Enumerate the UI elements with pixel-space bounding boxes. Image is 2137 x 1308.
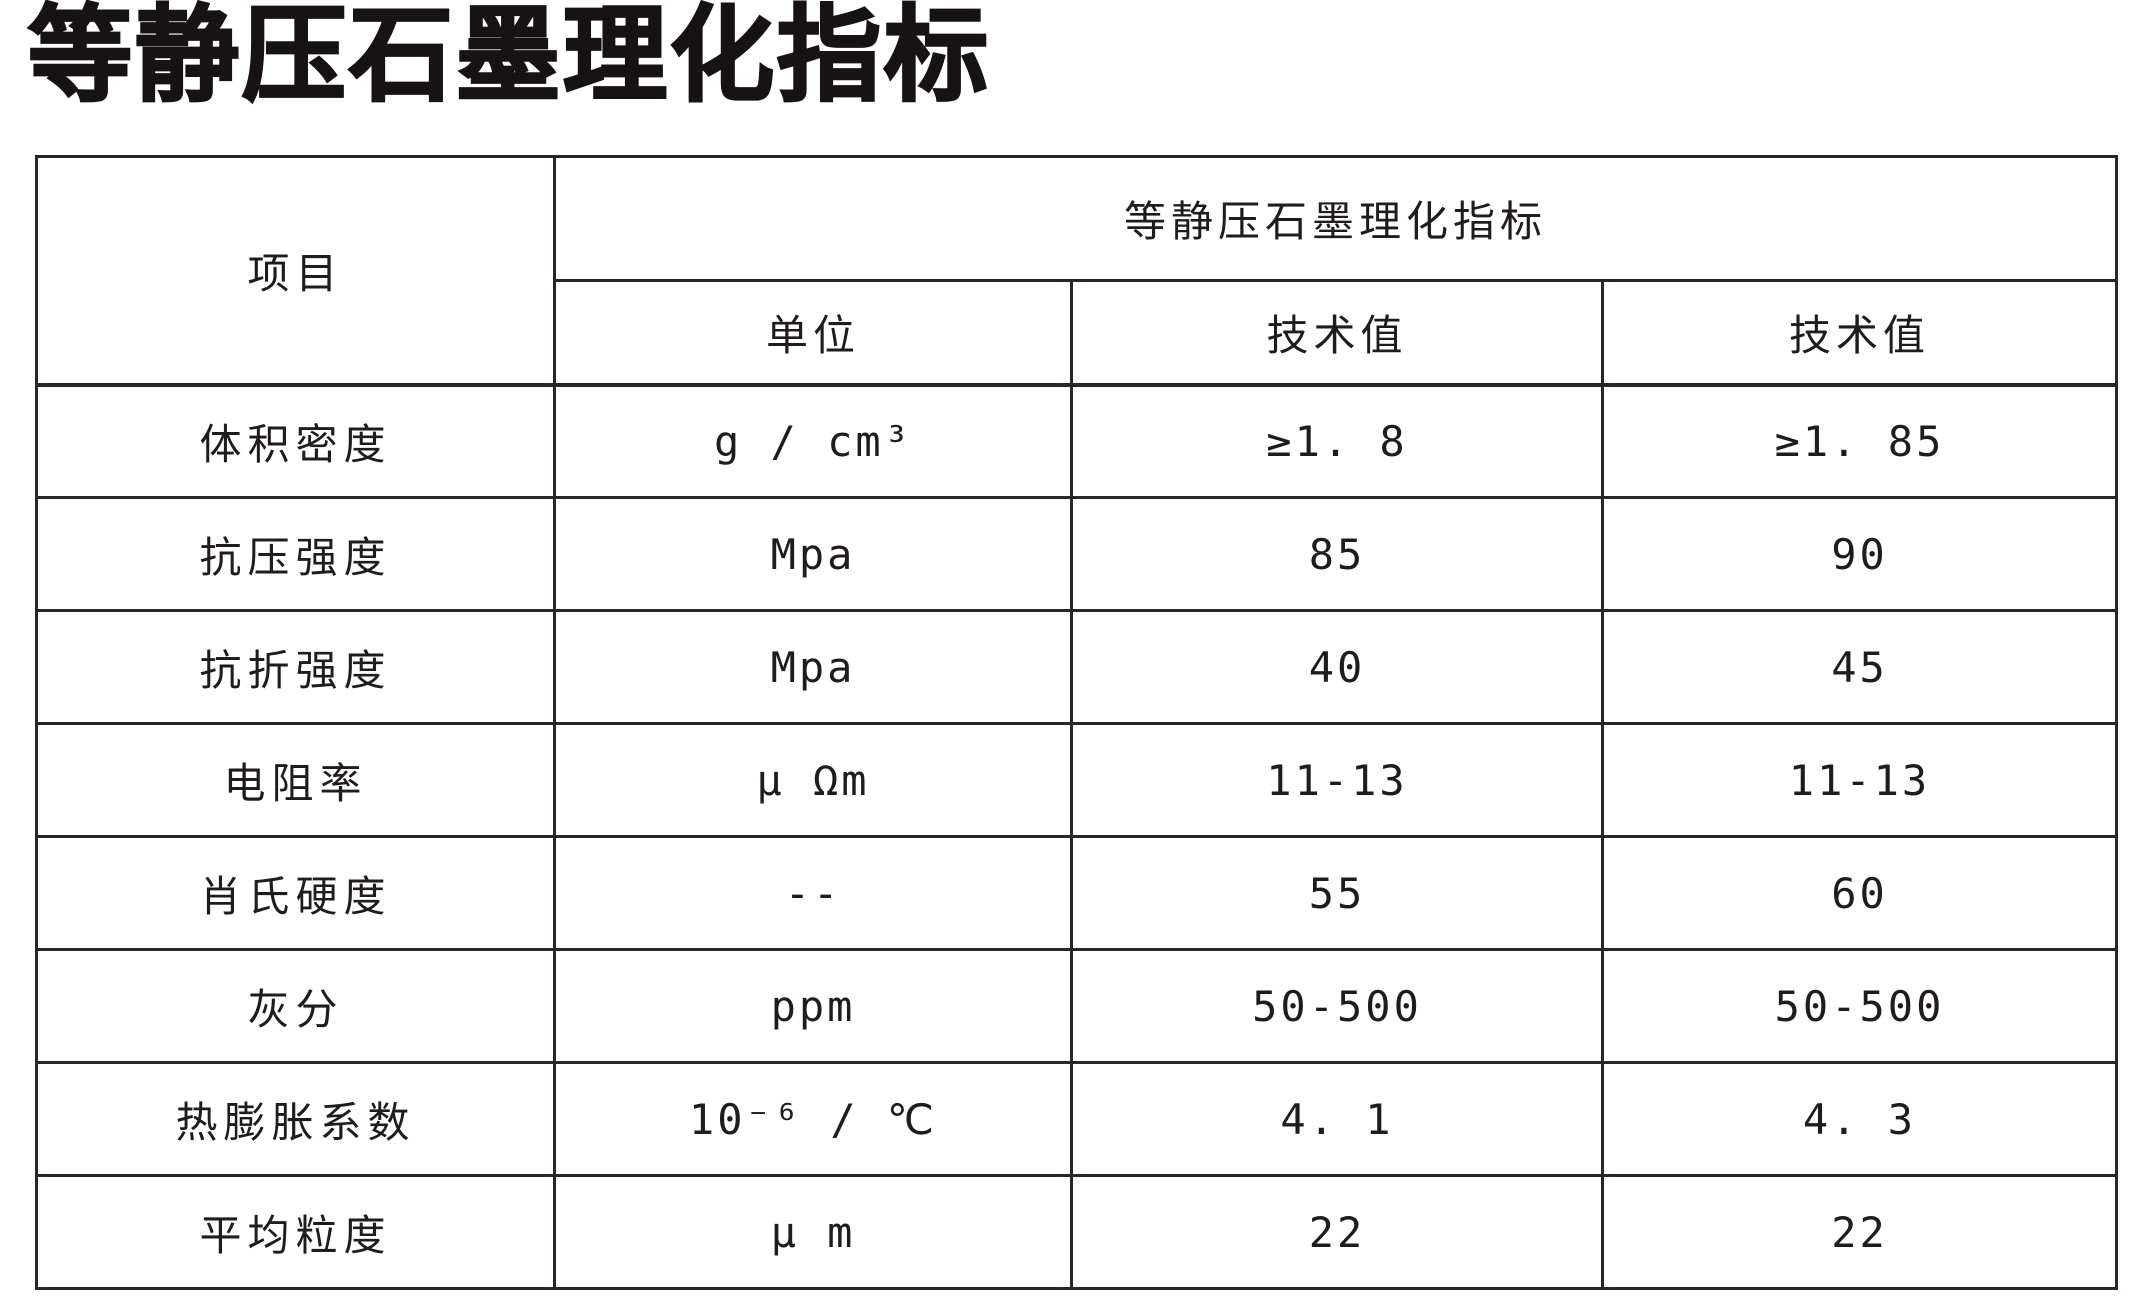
spec-table: 项目 等静压石墨理化指标 单位 技术值 技术值 体积密度 g / cm³ ≥1.… xyxy=(35,155,2119,1290)
item-cell: 肖氏硬度 xyxy=(35,835,556,951)
unit-cell: ppm xyxy=(553,948,1073,1064)
value2-cell: 22 xyxy=(1600,1174,2119,1290)
item-cell: 热膨胀系数 xyxy=(35,1061,556,1177)
item-cell: 抗折强度 xyxy=(35,609,556,725)
value1-cell: 11-13 xyxy=(1070,722,1604,838)
table-row: 平均粒度 μ m 22 22 xyxy=(35,1174,2119,1290)
value2-cell: 90 xyxy=(1600,496,2119,612)
table-row: 抗折强度 Mpa 40 45 xyxy=(35,609,2119,725)
unit-cell: 10⁻⁶ / ℃ xyxy=(553,1061,1073,1177)
item-cell: 平均粒度 xyxy=(35,1174,556,1290)
tech-value-header-2: 技术值 xyxy=(1600,279,2119,387)
item-cell: 体积密度 xyxy=(35,383,556,499)
value2-cell: 50-500 xyxy=(1600,948,2119,1064)
item-cell: 抗压强度 xyxy=(35,496,556,612)
item-cell: 电阻率 xyxy=(35,722,556,838)
table-row: 体积密度 g / cm³ ≥1. 8 ≥1. 85 xyxy=(35,383,2119,499)
value2-cell: 11-13 xyxy=(1600,722,2119,838)
value2-cell: 45 xyxy=(1600,609,2119,725)
tech-value-header-1: 技术值 xyxy=(1070,279,1604,387)
value1-cell: 50-500 xyxy=(1070,948,1604,1064)
unit-cell: μ m xyxy=(553,1174,1073,1290)
table-header-row-sub: 单位 技术值 技术值 xyxy=(37,279,2119,387)
table-row: 电阻率 μ Ωm 11-13 11-13 xyxy=(35,722,2119,838)
value1-cell: 55 xyxy=(1070,835,1604,951)
unit-cell: -- xyxy=(553,835,1073,951)
unit-cell: Mpa xyxy=(553,609,1073,725)
table-header-row-group: 项目 等静压石墨理化指标 xyxy=(35,155,2119,387)
value2-cell: 60 xyxy=(1600,835,2119,951)
table-row: 灰分 ppm 50-500 50-500 xyxy=(35,948,2119,1064)
page-title: 等静压石墨理化指标 xyxy=(27,0,992,114)
item-column-header: 项目 xyxy=(35,155,556,387)
value1-cell: ≥1. 8 xyxy=(1070,383,1604,499)
value1-cell: 40 xyxy=(1070,609,1604,725)
value2-cell: ≥1. 85 xyxy=(1600,383,2119,499)
value1-cell: 4. 1 xyxy=(1070,1061,1604,1177)
unit-header: 单位 xyxy=(553,279,1073,387)
group-header: 等静压石墨理化指标 xyxy=(552,155,2119,282)
value2-cell: 4. 3 xyxy=(1600,1061,2119,1177)
value1-cell: 22 xyxy=(1070,1174,1604,1290)
table-row: 抗压强度 Mpa 85 90 xyxy=(35,496,2119,612)
unit-cell: g / cm³ xyxy=(553,383,1073,499)
table-row: 肖氏硬度 -- 55 60 xyxy=(35,835,2119,951)
unit-cell: μ Ωm xyxy=(553,722,1073,838)
unit-cell: Mpa xyxy=(553,496,1073,612)
item-cell: 灰分 xyxy=(35,948,556,1064)
value1-cell: 85 xyxy=(1070,496,1604,612)
table-row: 热膨胀系数 10⁻⁶ / ℃ 4. 1 4. 3 xyxy=(35,1061,2119,1177)
